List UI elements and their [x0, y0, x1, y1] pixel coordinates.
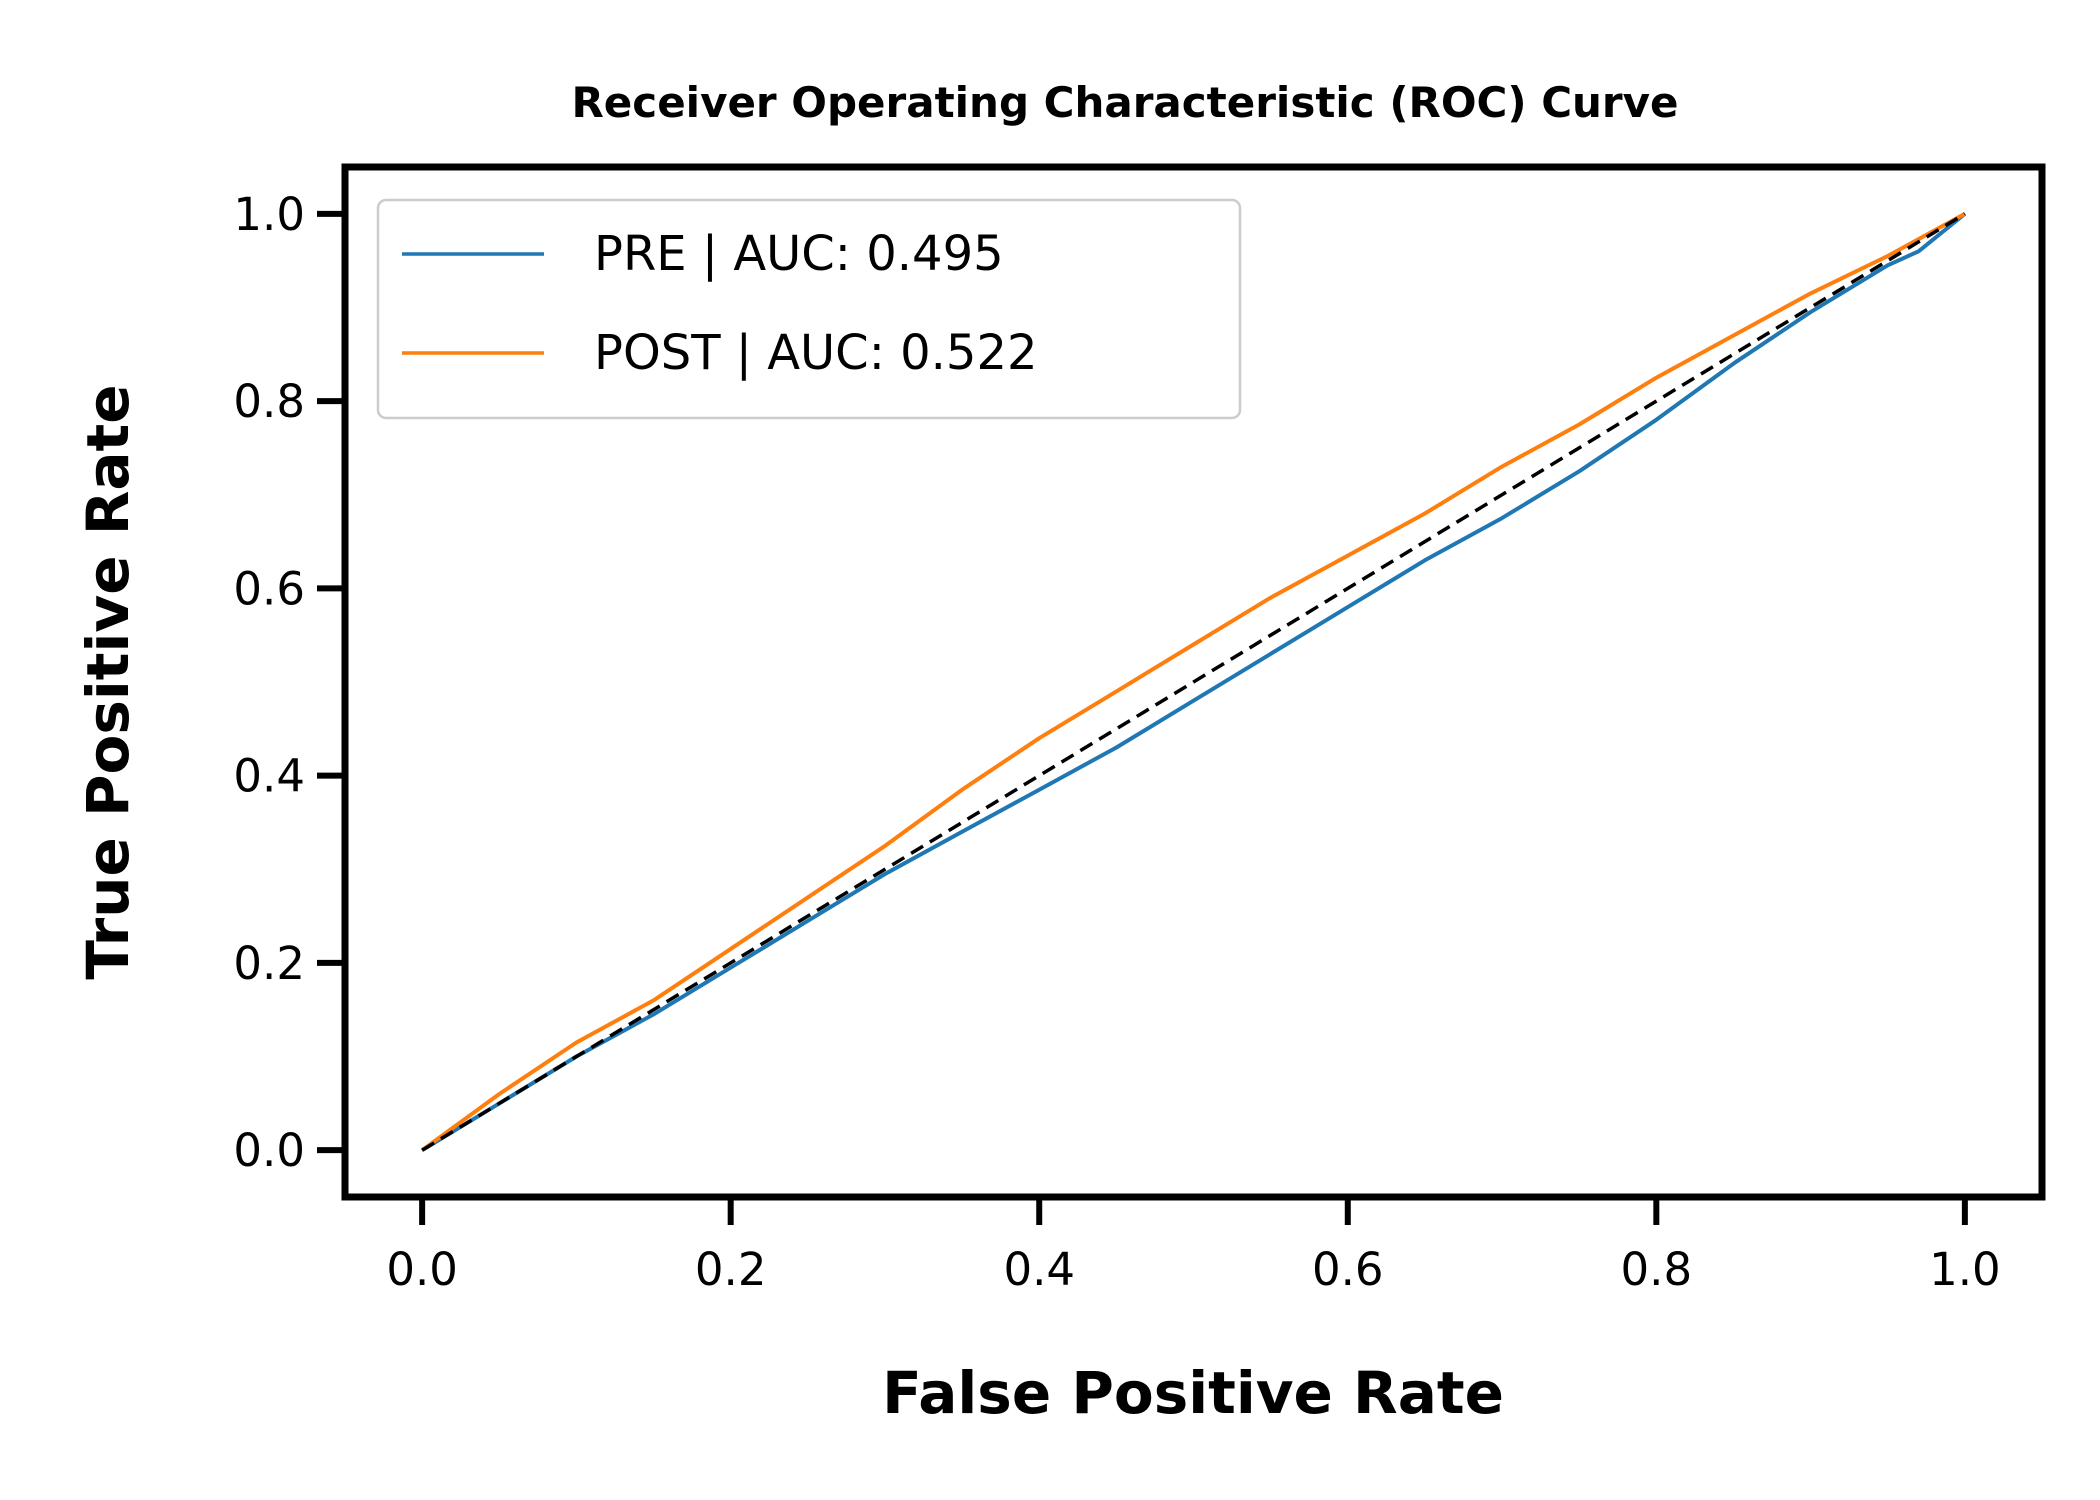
- plot-area: [420, 212, 1967, 1152]
- chart-title: Receiver Operating Characteristic (ROC) …: [571, 78, 1678, 127]
- y-axis-label: True Positive Rate: [74, 384, 142, 979]
- x-tick-label: 0.2: [695, 1243, 767, 1296]
- y-tick-label: 0.6: [233, 562, 305, 615]
- legend: PRE | AUC: 0.495 POST | AUC: 0.522: [376, 198, 1242, 420]
- post-roc-line: [420, 212, 1966, 1152]
- axis-ticks: 0.0 0.2 0.4 0.6 0.8 1.0 0.0 0.2 0.4 0.6 0.8 1.0: [233, 188, 2000, 1296]
- chance-diagonal-line: [421, 212, 1966, 1152]
- pre-roc-line: [421, 212, 1967, 1152]
- y-tick-label: 0.0: [233, 1124, 305, 1177]
- legend-label-post: POST | AUC: 0.522: [594, 325, 1038, 381]
- y-tick-label: 1.0: [233, 188, 305, 241]
- legend-box: [376, 198, 1242, 420]
- x-tick-label: 0.6: [1312, 1243, 1384, 1296]
- x-tick-label: 0.4: [1003, 1243, 1075, 1296]
- x-tick-label: 1.0: [1929, 1243, 2001, 1296]
- y-tick-label: 0.8: [233, 375, 305, 428]
- x-tick-label: 0.8: [1621, 1243, 1693, 1296]
- y-tick-label: 0.4: [233, 750, 305, 803]
- legend-label-pre: PRE | AUC: 0.495: [594, 226, 1004, 282]
- plot-frame: [341, 163, 2046, 1201]
- y-tick-label: 0.2: [233, 937, 305, 990]
- x-tick-label: 0.0: [386, 1243, 458, 1296]
- x-axis-label: False Positive Rate: [882, 1359, 1504, 1427]
